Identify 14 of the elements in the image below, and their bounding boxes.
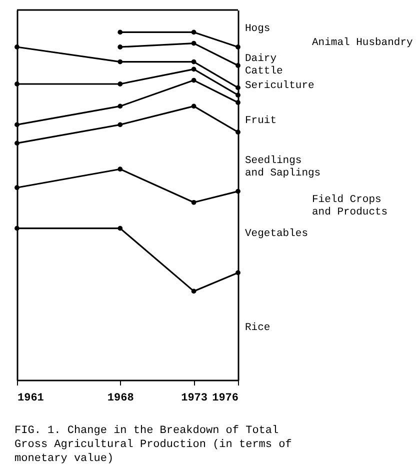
text: Dairy Cattle bbox=[245, 53, 283, 78]
text: Fruit bbox=[245, 115, 277, 127]
x-tick-label: 1968 bbox=[107, 392, 134, 404]
text: Hogs bbox=[245, 23, 270, 35]
text: Rice bbox=[245, 322, 270, 334]
text: Animal Husbandry bbox=[312, 37, 413, 49]
x-tick-label: 1976 bbox=[212, 392, 238, 404]
text: Sericulture bbox=[245, 80, 314, 92]
text: Vegetables bbox=[245, 228, 308, 240]
text: Field Crops and Products bbox=[312, 194, 388, 218]
text: Seedlings and Saplings bbox=[245, 155, 321, 180]
x-tick-label: 1973 bbox=[181, 392, 208, 404]
text: FIG. 1. Change in the Breakdown of Total Gross Agricultural Production (in terms of monetary value) bbox=[14, 425, 292, 465]
x-tick-label: 1961 bbox=[18, 392, 44, 404]
